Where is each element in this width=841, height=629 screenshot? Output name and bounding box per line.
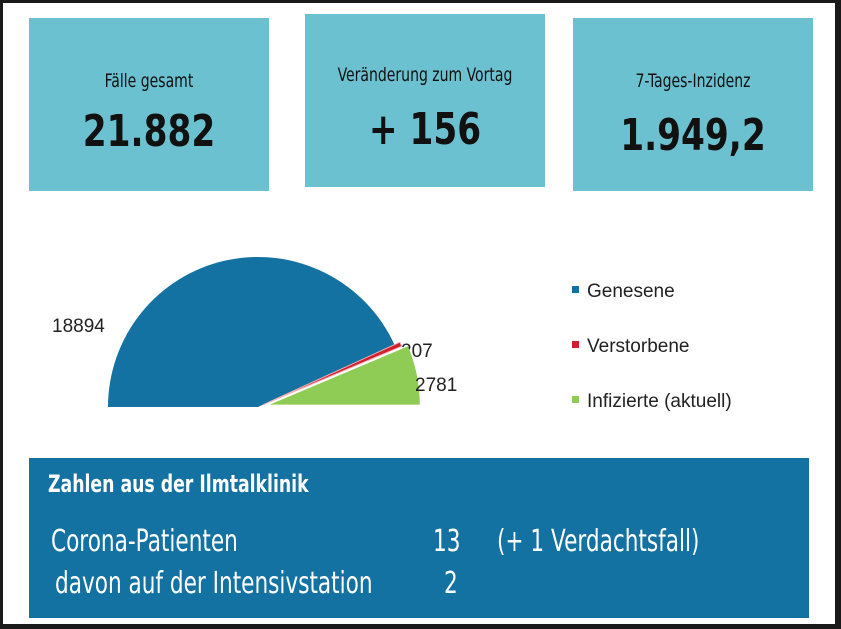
- clinic-title: Zahlen aus der Ilmtalklinik: [48, 470, 309, 498]
- row-label: davon auf der Intensivstation: [55, 566, 373, 601]
- slice-infizierte: [269, 346, 420, 405]
- card-7-day-incidence: 7-Tages-Inzidenz 1.949,2: [573, 18, 813, 191]
- legend-label: Genesene: [587, 281, 675, 302]
- legend-item-verstorbene: Verstorbene: [572, 336, 689, 358]
- card-label: Veränderung zum Vortag: [337, 64, 513, 86]
- slice-verstorbene: [263, 341, 403, 406]
- slice-genesene: [108, 257, 395, 407]
- legend-swatch: [572, 396, 579, 404]
- row-label: Corona-Patienten: [51, 524, 238, 559]
- row-value: 2: [444, 566, 458, 601]
- data-label: 2781: [415, 375, 457, 396]
- clinic-panel: Zahlen aus der Ilmtalklinik Corona-Patie…: [29, 458, 809, 618]
- card-label: Fälle gesamt: [104, 70, 194, 92]
- row-value: 13: [433, 524, 461, 559]
- row-note: (+ 1 Verdachtsfall): [497, 524, 700, 559]
- card-value: 21.882: [82, 106, 216, 157]
- card-change-previous-day: Veränderung zum Vortag + 156: [305, 14, 545, 187]
- card-label: 7-Tages-Inzidenz: [635, 70, 751, 92]
- card-value: + 156: [368, 104, 482, 155]
- data-label: 18894: [52, 316, 105, 337]
- legend-label: Infizierte (aktuell): [587, 391, 732, 412]
- legend-label: Verstorbene: [587, 336, 690, 357]
- legend-item-infizierte: Infizierte (aktuell): [572, 391, 732, 413]
- legend-swatch: [572, 286, 579, 294]
- legend-item-genesene: Genesene: [572, 281, 675, 303]
- card-value: 1.949,2: [620, 110, 766, 161]
- card-total-cases: Fälle gesamt 21.882: [29, 18, 269, 191]
- legend-swatch: [572, 341, 579, 349]
